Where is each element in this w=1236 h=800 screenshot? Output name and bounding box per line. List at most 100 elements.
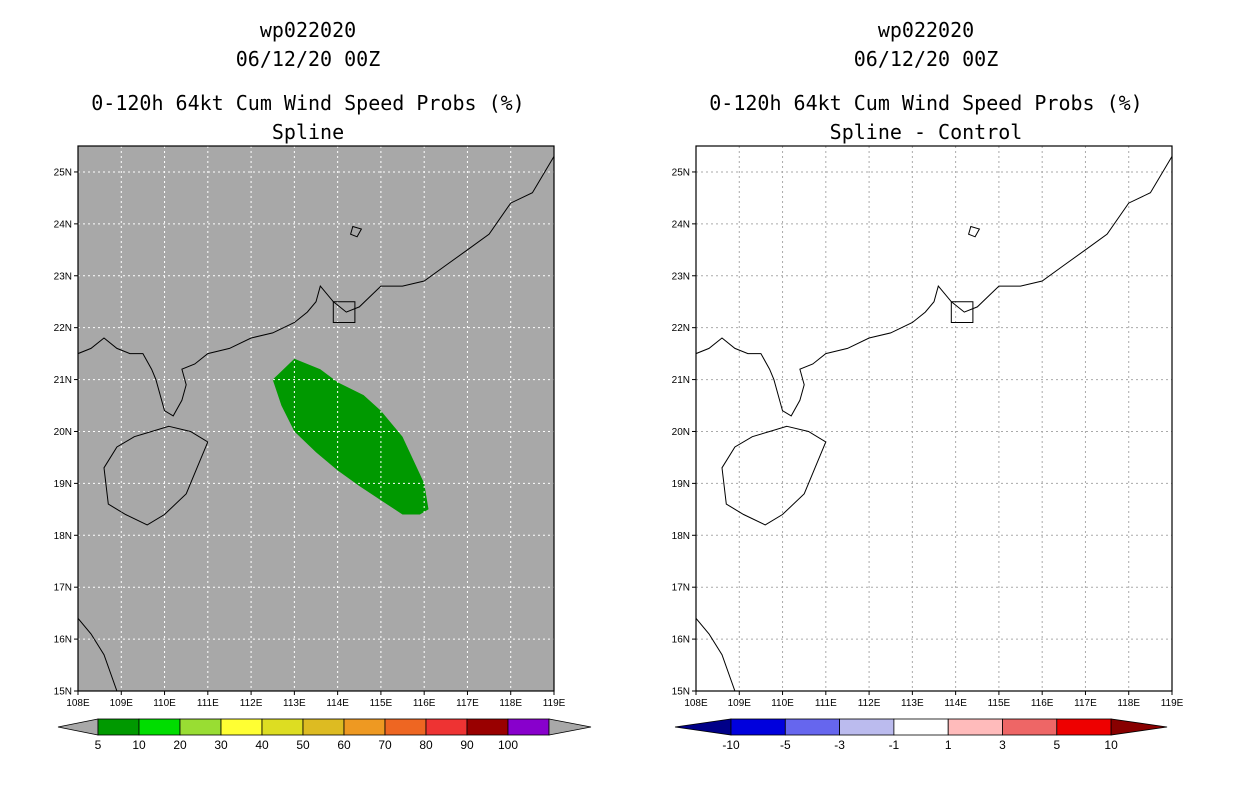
colorbar-swatch bbox=[179, 718, 222, 736]
colorbar-swatch bbox=[507, 718, 550, 736]
y-tick-label: 24N bbox=[672, 219, 690, 230]
y-tick-label: 15N bbox=[54, 687, 72, 698]
x-tick-label: 110E bbox=[771, 698, 794, 709]
colorbar-swatch bbox=[1002, 718, 1058, 736]
colorbar-label: 1 bbox=[945, 738, 952, 752]
x-tick-label: 116E bbox=[413, 698, 436, 709]
colorbar-swatch bbox=[784, 718, 840, 736]
y-tick-label: 21N bbox=[672, 375, 690, 386]
right-title-storm: wp022020 bbox=[878, 18, 974, 42]
china-coastline bbox=[696, 156, 1172, 417]
colorbar-label: -10 bbox=[722, 738, 740, 752]
right-title-product: 0-120h 64kt Cum Wind Speed Probs (%) bbox=[709, 91, 1142, 115]
y-tick-label: 23N bbox=[54, 271, 72, 282]
x-tick-label: 117E bbox=[456, 698, 479, 709]
y-tick-label: 22N bbox=[54, 323, 72, 334]
vietnam-coastline bbox=[78, 617, 118, 691]
left-title-date: 06/12/20 00Z bbox=[236, 47, 381, 71]
vietnam-coastline bbox=[696, 617, 736, 691]
y-tick-label: 20N bbox=[54, 427, 72, 438]
colorbar-swatch bbox=[839, 718, 895, 736]
colorbar-swatch bbox=[138, 718, 181, 736]
right-panel-titles: wp022020 06/12/20 00Z 0-120h 64kt Cum Wi… bbox=[709, 18, 1142, 144]
colorbar-swatch bbox=[425, 718, 468, 736]
coastlines bbox=[78, 156, 554, 691]
y-tick-label: 25N bbox=[54, 167, 72, 178]
colorbar-swatch bbox=[1056, 718, 1112, 736]
colorbar-label: 80 bbox=[419, 738, 433, 752]
hainan-island bbox=[103, 425, 209, 526]
y-tick-label: 16N bbox=[54, 635, 72, 646]
hainan-island bbox=[721, 425, 827, 526]
x-tick-label: 113E bbox=[283, 698, 306, 709]
x-tick-label: 108E bbox=[66, 698, 90, 709]
map-content bbox=[78, 146, 554, 691]
y-tick-label: 16N bbox=[672, 635, 690, 646]
y-tick-label: 22N bbox=[672, 323, 690, 334]
x-tick-label: 118E bbox=[499, 698, 522, 709]
y-tick-label: 21N bbox=[54, 375, 72, 386]
colorbar-label: 10 bbox=[1104, 738, 1118, 752]
colorbar-label: 5 bbox=[95, 738, 102, 752]
y-tick-label: 17N bbox=[54, 583, 72, 594]
colorbar-swatch bbox=[947, 718, 1003, 736]
colorbar-label: 50 bbox=[296, 738, 310, 752]
colorbar-swatch bbox=[384, 718, 427, 736]
colorbar-swatch bbox=[220, 718, 263, 736]
x-tick-label: 119E bbox=[543, 698, 566, 709]
colorbar-label: 100 bbox=[498, 738, 518, 752]
map-frame bbox=[695, 145, 1173, 692]
x-tick-label: 119E bbox=[1161, 698, 1184, 709]
right-title-date: 06/12/20 00Z bbox=[854, 47, 999, 71]
y-tick-label: 23N bbox=[672, 271, 690, 282]
colorbar-low-arrow bbox=[57, 718, 99, 736]
x-tick-label: 109E bbox=[110, 698, 134, 709]
x-tick-label: 116E bbox=[1031, 698, 1054, 709]
colorbar-label: 60 bbox=[337, 738, 351, 752]
x-tick-label: 108E bbox=[684, 698, 708, 709]
map-frame bbox=[77, 145, 555, 692]
x-tick-label: 111E bbox=[815, 698, 837, 709]
left-map-panel: 108E 109E 110E 111E 112E 113E 114E 115E 116E 117E… bbox=[54, 145, 566, 709]
y-tick-label: 17N bbox=[672, 583, 690, 594]
colorbar-swatch bbox=[97, 718, 140, 736]
x-tick-label: 114E bbox=[944, 698, 967, 709]
hong-kong-box bbox=[950, 301, 974, 323]
y-tick-label: 24N bbox=[54, 219, 72, 230]
x-tick-label: 115E bbox=[988, 698, 1011, 709]
colorbar-label: -3 bbox=[834, 738, 845, 752]
colorbar-high-arrow bbox=[548, 718, 592, 736]
right-title-method: Spline - Control bbox=[830, 120, 1023, 144]
colorbar-label: 20 bbox=[173, 738, 187, 752]
colorbar-label: 5 bbox=[1053, 738, 1060, 752]
x-tick-label: 111E bbox=[197, 698, 219, 709]
left-panel-titles: wp022020 06/12/20 00Z 0-120h 64kt Cum Wi… bbox=[91, 18, 524, 144]
left-title-method: Spline bbox=[272, 120, 344, 144]
coastlines bbox=[696, 156, 1172, 691]
right-map-panel: 108E 109E 110E 111E 112E 113E 114E 115E 116E 117E… bbox=[672, 145, 1184, 709]
y-tick-label: 18N bbox=[672, 531, 690, 542]
colorbar-label: 3 bbox=[999, 738, 1006, 752]
small-island bbox=[349, 225, 363, 238]
x-tick-label: 117E bbox=[1074, 698, 1097, 709]
x-tick-label: 114E bbox=[326, 698, 349, 709]
colorbar-swatch bbox=[343, 718, 386, 736]
grid-lines bbox=[696, 146, 1172, 691]
colorbar-swatch bbox=[466, 718, 509, 736]
x-tick-label: 118E bbox=[1117, 698, 1140, 709]
small-island bbox=[967, 225, 981, 238]
colorbar-label: -1 bbox=[889, 738, 900, 752]
left-colorbar: 5 10 20 30 40 50 60 70 80 90 100 bbox=[57, 718, 592, 752]
y-tick-label: 18N bbox=[54, 531, 72, 542]
y-tick-label: 19N bbox=[54, 479, 72, 490]
y-tick-label: 19N bbox=[672, 479, 690, 490]
colorbar-label: 10 bbox=[132, 738, 146, 752]
colorbar-label: 40 bbox=[255, 738, 269, 752]
x-tick-label: 113E bbox=[901, 698, 924, 709]
map-content bbox=[696, 146, 1172, 691]
grid-lines bbox=[78, 146, 554, 691]
x-tick-label: 112E bbox=[858, 698, 881, 709]
colorbar-label: -5 bbox=[780, 738, 791, 752]
x-tick-label: 110E bbox=[153, 698, 176, 709]
